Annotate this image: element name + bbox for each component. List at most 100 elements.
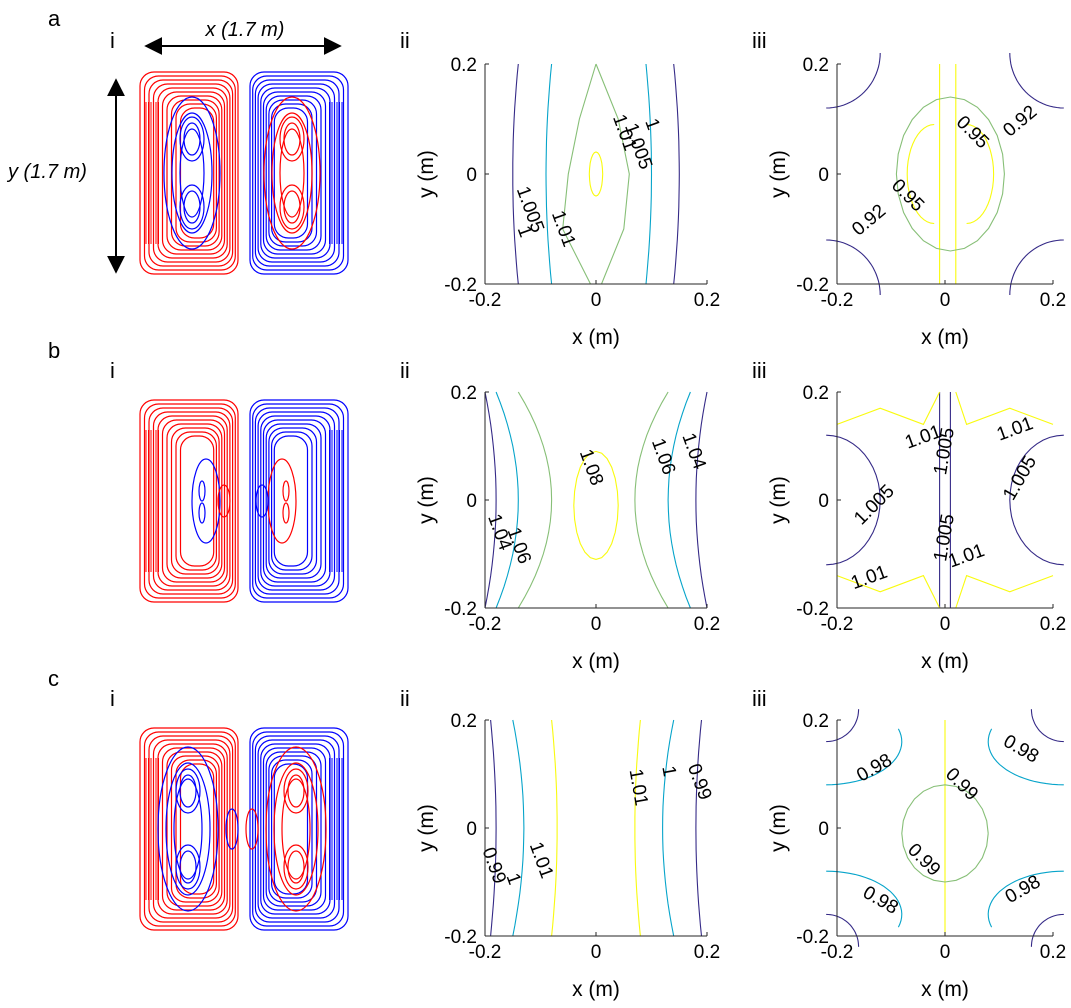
y-tick-label: 0.2 [451,55,477,76]
panel-label-c-i: i [110,686,115,711]
y-tick-label: 0 [466,819,477,840]
y-tick-label: -0.2 [796,927,829,948]
red-contour [175,759,218,899]
red-inner-contour [283,844,309,890]
x-tick-label: -0.2 [469,614,502,635]
y-tick-label: 0 [466,165,477,186]
y-tick-label: -0.2 [796,275,829,296]
y-tick-label: 0.2 [451,711,477,732]
red-contour [139,399,239,603]
x-tick-label: 0.2 [694,942,720,963]
contour-line [826,728,903,786]
contour-line [490,719,497,937]
contour-line [895,96,1005,252]
blue-contour [252,75,345,271]
x-tick-label: 0.2 [1040,942,1066,963]
panel-label-b-i: i [110,358,115,383]
blue-inner-contour [173,778,203,880]
contour-label: 1 [657,764,680,778]
x-tick-label: 0 [940,614,951,635]
y-tick-label: 0 [818,165,829,186]
x-tick-label: 0 [591,614,602,635]
contour-line [495,391,519,609]
contour-line [901,784,989,883]
red-inner-contour [282,480,290,502]
blue-contour [268,755,318,903]
red-inner-contour [281,778,311,880]
x-tick-label: 0 [940,290,951,311]
red-inner-contour [279,128,305,218]
contour-label: 0.92 [999,101,1041,141]
y-tick-label: -0.2 [444,927,477,948]
blue-inner-contour [179,184,205,230]
red-inner-contour [283,190,301,224]
x-axis-label: x (m) [921,326,969,349]
red-contour [166,751,223,907]
blue-contour [265,423,322,579]
y-tick-label: 0 [818,819,829,840]
vortex-contour-panels [139,71,349,931]
blue-contour [252,403,345,599]
blue-contour [265,95,322,251]
panel-label-a-iii: iii [752,28,767,53]
y-tick-label: 0.2 [803,711,829,732]
red-inner-contour [273,762,319,896]
blue-inner-contour [183,122,201,156]
blue-contour [249,399,349,603]
contour-line [645,63,653,285]
blue-inner-contour [198,480,206,502]
y-tick-label: 0.2 [451,383,477,404]
blue-inner-contour [165,762,211,896]
contour-line [562,63,597,285]
blue-inner-contour [179,128,205,218]
y-axis-label: y (m) [415,150,438,198]
contour-line [695,719,703,937]
contour-axes-panels: 1 1.005 1.01 1.01 1.005 1 -0.2 0 0.2 0.2 0 -0.2 x (m… [415,52,1066,1001]
blue-inner-contour [179,774,197,808]
contour-line [695,391,708,609]
contour-label: 0.95 [887,175,928,216]
contour-line [826,434,881,566]
blue-contour [273,107,309,239]
blue-inner-contour [157,746,219,912]
red-contour [161,91,226,255]
panel-label-a-ii: ii [400,28,410,53]
contour-line [484,391,497,609]
y-dimension-label: y (1.7 m) [6,161,87,183]
blue-contour [249,727,349,931]
red-inner-contour [282,502,290,524]
row-label-b: b [48,338,60,363]
x-tick-label: 0.2 [1040,614,1066,635]
vortex-panel [139,71,349,275]
red-contour [166,95,223,251]
contour-label: 0.99 [683,761,715,803]
blue-contour [271,431,313,571]
contour-line [634,391,669,609]
contour-line [662,719,675,937]
x-tick-label: 0 [591,290,602,311]
contour-label: 1.01 [547,208,579,250]
contour-line [512,719,525,937]
panel-label-b-iii: iii [752,358,767,383]
blue-inner-contour [179,116,205,162]
row-label-a: a [48,6,61,31]
blue-contour [249,71,349,275]
contour-label: 0.98 [859,882,902,919]
blue-inner-contour [255,484,269,518]
blue-contour [262,419,327,583]
x-axis-label: x (m) [572,326,620,349]
y-axis-label: y (m) [415,476,438,524]
x-tick-label: 0.2 [1040,290,1066,311]
red-contour [143,731,236,927]
y-tick-label: 0.2 [803,55,829,76]
contour-label: 1.01 [525,839,557,881]
contour-line [588,151,604,197]
panel-label-c-iii: iii [752,686,767,711]
y-axis-label: y (m) [415,804,438,852]
contour-panel-c-iii: 0.98 0.990.980.990.98 0.98-0.2 0 0.20.20-0.2… [767,709,1066,1001]
blue-inner-contour [183,190,201,224]
contour-panel-c-ii: 0.991 1.011.01 1 0.99-0.2 0 0.20.20-0.2x (m)y… [415,711,720,1001]
red-contour [175,431,218,571]
contour-label: 1.01 [994,413,1036,445]
